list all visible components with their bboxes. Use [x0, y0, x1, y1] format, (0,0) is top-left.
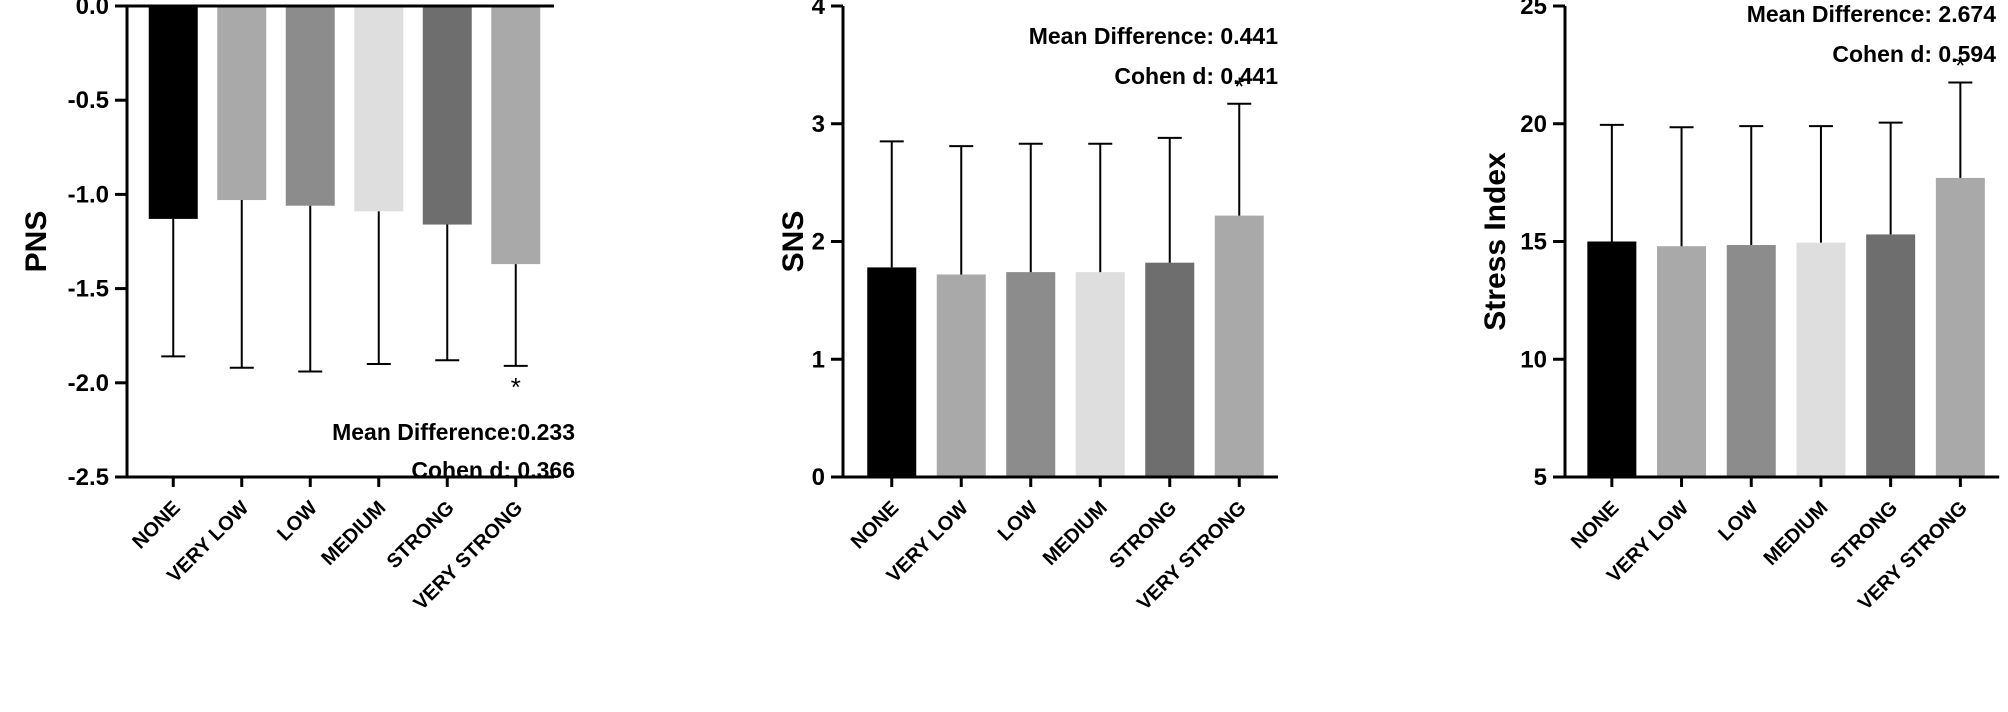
bar-very-low [1657, 246, 1707, 477]
x-tick-label: LOW [994, 497, 1043, 546]
y-axis-title: Stress Index [1479, 152, 1512, 331]
significance-marker: * [511, 372, 521, 402]
y-tick-label: 10 [1520, 346, 1547, 373]
y-tick-label: -1.0 [68, 181, 109, 208]
bar-strong [1145, 262, 1195, 477]
stat-annotation: Mean Difference: 2.674 [1747, 1, 1996, 27]
y-axis-title: PNS [20, 211, 53, 273]
x-tick-label: MEDIUM [1039, 497, 1112, 570]
bar-none [1587, 241, 1637, 477]
x-tick-label: LOW [273, 497, 322, 546]
bar-low [1726, 245, 1776, 477]
x-tick-label: NONE [847, 497, 903, 553]
bar-medium [1075, 272, 1125, 477]
x-tick-label: NONE [1567, 497, 1623, 553]
bar-very-low [217, 6, 267, 201]
y-tick-label: -2.0 [68, 370, 109, 397]
bar-very-strong [1935, 177, 1985, 478]
stat-annotation: Cohen d: 0.366 [411, 457, 575, 483]
stat-annotation: Mean Difference:0.233 [332, 419, 575, 445]
y-tick-label: 4 [812, 0, 826, 20]
bar-strong [1866, 234, 1916, 477]
bar-very-strong [1214, 215, 1264, 477]
stat-annotation: Cohen d: 0.594 [1832, 41, 1996, 67]
significance-marker: * [1234, 72, 1244, 102]
y-tick-label: 5 [1534, 464, 1547, 491]
y-tick-label: 20 [1520, 111, 1547, 138]
x-tick-label: MEDIUM [1760, 497, 1833, 570]
y-tick-label: 25 [1520, 0, 1547, 20]
y-tick-label: 0.0 [76, 0, 109, 20]
y-tick-label: 1 [812, 346, 825, 373]
x-tick-label: LOW [1714, 497, 1763, 546]
bar-none [867, 267, 917, 477]
y-tick-label: -0.5 [68, 87, 109, 114]
stat-annotation: Mean Difference: 0.441 [1029, 23, 1278, 49]
bar-very-strong [491, 6, 541, 265]
bar-none [148, 6, 198, 219]
y-axis-title: SNS [777, 211, 810, 273]
significance-marker: * [1955, 51, 1965, 81]
y-tick-label: 2 [812, 229, 825, 256]
y-tick-label: 3 [812, 111, 825, 138]
bar-medium [1796, 242, 1846, 477]
bar-strong [422, 6, 472, 225]
x-tick-label: NONE [128, 497, 184, 553]
bar-low [1006, 272, 1056, 477]
bar-medium [354, 6, 404, 212]
y-tick-label: 15 [1520, 229, 1547, 256]
x-tick-label: MEDIUM [317, 497, 390, 570]
bar-very-low [936, 274, 986, 477]
y-tick-label: -1.5 [68, 276, 109, 303]
stat-annotation: Cohen d: 0.441 [1114, 63, 1278, 89]
y-tick-label: 0 [812, 464, 825, 491]
y-tick-label: -2.5 [68, 464, 109, 491]
bar-low [285, 6, 335, 206]
